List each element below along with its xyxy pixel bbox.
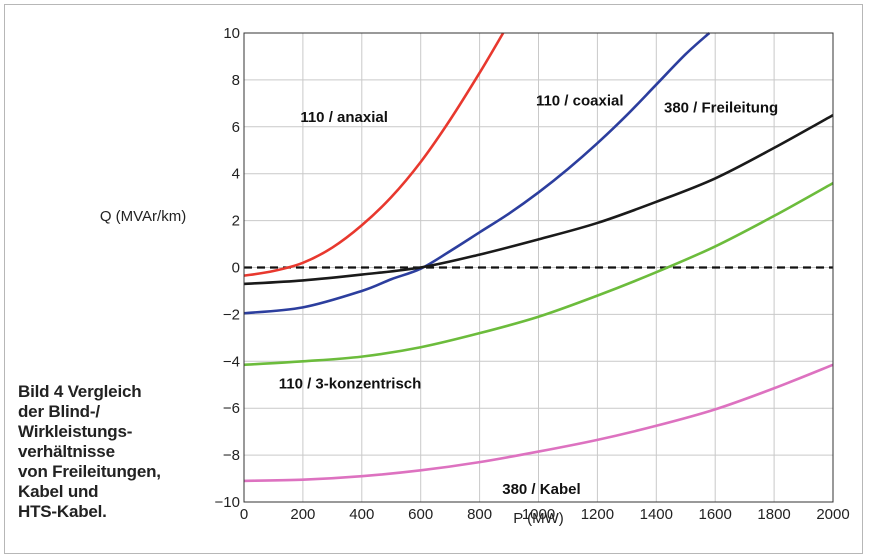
y-axis-label: Q (MVAr/km) — [100, 208, 186, 225]
x-tick-label: 2000 — [816, 506, 849, 523]
x-tick-label: 1400 — [640, 506, 673, 523]
x-tick-label: 1800 — [757, 506, 790, 523]
x-tick-label: 800 — [467, 506, 492, 523]
y-tick-label: 4 — [232, 166, 240, 183]
y-tick-label: 0 — [232, 260, 240, 277]
series-label-4: 380 / Kabel — [502, 481, 580, 498]
y-tick-label: 2 — [232, 213, 240, 230]
x-axis-label: P (MW) — [513, 510, 564, 527]
y-tick-label: 6 — [232, 119, 240, 136]
series-line-3 — [243, 181, 834, 367]
series-label-2: 380 / Freileitung — [664, 100, 778, 117]
series-labels: 110 / anaxial 110 / coaxial 380 / Freileit… — [279, 93, 778, 498]
y-tick-labels: −10 −8 −6 −4 −2 0 2 4 6 8 10 — [215, 25, 240, 511]
y-tick-label: 8 — [232, 72, 240, 89]
x-tick-label: 200 — [290, 506, 315, 523]
caption-line: verhältnisse — [18, 442, 115, 461]
y-tick-label: −8 — [223, 447, 240, 464]
caption-line: von Freileitungen, — [18, 462, 161, 481]
series-label-3: 110 / 3-konzentrisch — [279, 375, 422, 392]
x-tick-labels: 0 200 400 600 800 1000 1200 1400 1600 1800 2000 — [240, 506, 850, 523]
series-label-1: 110 / coaxial — [536, 93, 624, 110]
x-tick-label: 1000 — [522, 506, 555, 523]
y-tick-label: −4 — [223, 353, 240, 370]
y-tick-label: −6 — [223, 400, 240, 417]
caption-line: der Blind-/ — [18, 402, 100, 421]
y-tick-label: −2 — [223, 306, 240, 323]
figure-frame — [4, 4, 863, 554]
y-tick-label: −10 — [215, 494, 240, 511]
plot-area-border — [243, 32, 834, 503]
series-line-1 — [243, 32, 711, 315]
series-line-2 — [243, 113, 834, 286]
x-tick-label: 400 — [349, 506, 374, 523]
x-tick-label: 1600 — [699, 506, 732, 523]
figure-caption: Bild 4 Vergleich der Blind-/ Wirkleistun… — [18, 382, 228, 522]
y-tick-label: 10 — [223, 25, 240, 42]
x-tick-label: 1200 — [581, 506, 614, 523]
caption-line: Kabel und — [18, 482, 99, 501]
series-group — [243, 32, 834, 483]
series-line-0 — [243, 32, 505, 277]
caption-line: Wirkleistungs- — [18, 422, 133, 441]
x-tick-label: 600 — [408, 506, 433, 523]
series-line-4 — [243, 363, 834, 483]
caption-line: HTS-Kabel. — [18, 502, 107, 521]
caption-line: Bild 4 Vergleich — [18, 382, 142, 401]
x-tick-label: 0 — [240, 506, 248, 523]
series-label-0: 110 / anaxial — [300, 109, 388, 126]
